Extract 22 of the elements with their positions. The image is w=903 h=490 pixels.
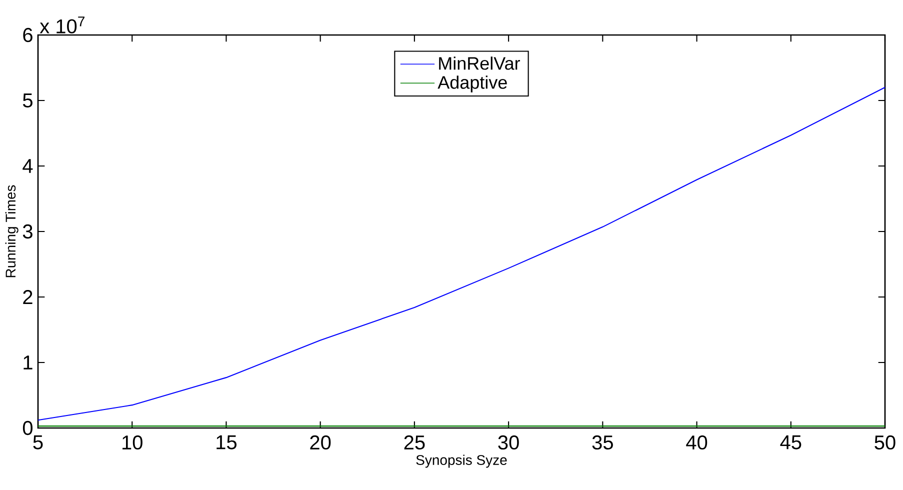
x-tick-label: 40 — [686, 435, 708, 450]
y-tick-label: 0 — [22, 420, 32, 436]
x-tick-label: 5 — [33, 435, 43, 450]
x-tick-label: 10 — [122, 435, 142, 450]
legend-label: MinRelVar — [439, 56, 520, 70]
x-tick-label: 25 — [404, 435, 425, 450]
y-tick-label: 6 — [23, 28, 32, 42]
y-tick-label: 3 — [22, 224, 32, 239]
x-tick-label: 50 — [874, 435, 896, 450]
y-axis-title: Running Times — [5, 185, 18, 278]
x-tick-label: 20 — [310, 435, 331, 450]
x-tick-label: 30 — [498, 435, 519, 450]
x-tick-label: 35 — [592, 435, 613, 450]
y-tick-label: 5 — [22, 94, 32, 108]
y-tick-label: 2 — [23, 290, 32, 304]
x-tick-label: 15 — [216, 435, 237, 450]
y-tick-label: 1 — [24, 356, 32, 370]
text: x 10$^{7}$ — [40, 16, 84, 34]
x-tick-label: 45 — [780, 435, 802, 450]
legend-label: Adaptive — [438, 76, 507, 92]
x-axis-title: Synopsis Syze — [416, 454, 507, 468]
y-tick-label: 4 — [22, 159, 33, 173]
